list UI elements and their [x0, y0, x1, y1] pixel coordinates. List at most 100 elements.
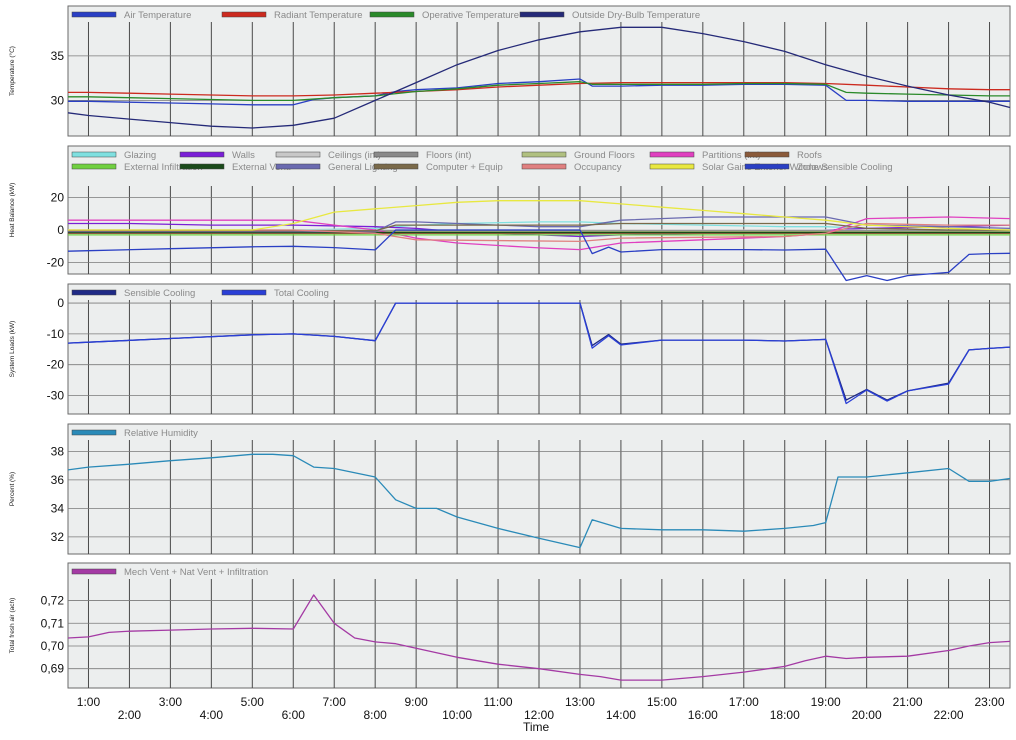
x-tick-label: 9:00: [404, 695, 428, 709]
series-line: [68, 81, 1010, 102]
legend-label: Mech Vent + Nat Vent + Infiltration: [124, 567, 268, 578]
y-tick-label: 30: [51, 93, 65, 107]
y-tick-label: 0,69: [41, 662, 65, 676]
x-tick-label: 5:00: [241, 695, 265, 709]
x-tick-label: 4:00: [200, 708, 224, 722]
series-line: [67, 594, 1011, 681]
legend-label: Computer + Equip: [426, 162, 503, 173]
legend-swatch: [71, 429, 117, 436]
legend-label: Partitions (int): [702, 150, 761, 161]
legend-label: Radiant Temperature: [274, 10, 363, 21]
legend-label: External Infiltration: [124, 162, 203, 173]
y-tick-label: 0,70: [41, 639, 65, 653]
series-line: [67, 229, 1011, 282]
legend-swatch: [519, 11, 565, 18]
y-tick-label: 0,71: [41, 616, 65, 630]
x-tick-label: 20:00: [852, 708, 882, 722]
y-tick-label: 0: [57, 296, 64, 310]
y-tick-label: 0,72: [41, 594, 65, 608]
legend-swatch: [221, 11, 267, 18]
legend-label: Operative Temperature: [422, 10, 519, 21]
y-tick-label: 36: [51, 473, 65, 487]
panel-3: -30 -20 -10 0 System Loads (kW) Sensible Cool…: [9, 283, 1011, 415]
legend-label: Ground Floors: [574, 150, 635, 161]
y-axis-title: Temperature (°C): [8, 46, 16, 96]
x-tick-label: 23:00: [975, 695, 1005, 709]
x-tick-label: 6:00: [282, 708, 306, 722]
series-line: [67, 26, 1011, 129]
legend-swatch: [71, 568, 117, 575]
legend-swatch: [221, 289, 267, 296]
y-tick-label: 38: [51, 444, 65, 458]
x-axis: 1:00 3:00 5:00 7:00 9:00 11:00 13:00 15:00 17:00…: [77, 695, 1005, 722]
y-tick-label: -20: [47, 358, 65, 372]
y-tick-label: -10: [47, 327, 65, 341]
y-axis-title: System Loads (kW): [9, 321, 16, 378]
y-tick-label: 20: [51, 190, 65, 204]
series-line: [68, 216, 1011, 251]
y-tick-label: 32: [51, 530, 65, 544]
panel-5: 0,69 0,70 0,71 0,72 Total fresh air (ach) Mec…: [9, 562, 1011, 689]
series-line: [68, 200, 1011, 231]
legend-swatch: [744, 151, 790, 158]
x-tick-label: 18:00: [770, 708, 800, 722]
legend-swatch: [521, 151, 567, 158]
series-line: [67, 302, 1011, 405]
legend-label: External Vent.: [232, 162, 291, 173]
x-tick-label: 17:00: [729, 695, 759, 709]
x-tick-label: 11:00: [483, 695, 512, 709]
legend-label: Glazing: [124, 150, 156, 161]
legend-swatch: [179, 151, 225, 158]
x-tick-label: 15:00: [647, 695, 677, 709]
series-line: [67, 453, 1011, 549]
x-tick-label: 14:00: [606, 708, 636, 722]
panel-2: -20 0 20 Heat Balance (kW) Glazing Walls Ceili…: [9, 145, 1011, 282]
legend-swatch: [71, 151, 117, 158]
panel-4: 32 34 36 38 Percent (%) Relative Humidity: [9, 423, 1011, 555]
legend-label: Air Temperature: [124, 10, 191, 21]
x-tick-label: 3:00: [159, 695, 183, 709]
legend-swatch: [275, 151, 321, 158]
x-tick-label: 13:00: [565, 695, 595, 709]
x-tick-label: 7:00: [323, 695, 347, 709]
x-tick-label: 22:00: [934, 708, 964, 722]
series-line: [68, 222, 1010, 243]
x-tick-label: 21:00: [893, 695, 923, 709]
x-tick-label: 19:00: [811, 695, 841, 709]
legend-label: Floors (int): [426, 150, 471, 161]
x-tick-label: 1:00: [77, 695, 101, 709]
legend-label: Outside Dry-Bulb Temperature: [572, 10, 700, 21]
legend-swatch: [744, 163, 790, 170]
y-tick-label: -20: [47, 256, 65, 270]
legend-swatch: [649, 151, 695, 158]
panel-1: 30 35 Temperature (°C) Air Temperature Radia…: [8, 5, 1011, 137]
y-tick-label: 0: [57, 223, 64, 237]
x-tick-label: 16:00: [688, 708, 718, 722]
legend-label: Roofs: [797, 150, 822, 161]
x-axis-title: Time: [523, 720, 550, 734]
series-line: [68, 222, 1010, 232]
legend-swatch: [275, 163, 321, 170]
legend-label: Relative Humidity: [124, 428, 198, 439]
x-tick-label: 10:00: [442, 708, 472, 722]
legend-swatch: [71, 163, 117, 170]
x-tick-label: 2:00: [118, 708, 142, 722]
legend-label: Sensible Cooling: [124, 288, 195, 299]
legend-swatch: [649, 163, 695, 170]
y-axis-title: Total fresh air (ach): [9, 598, 16, 654]
legend-label: Ceilings (int): [328, 150, 381, 161]
series-line: [68, 81, 1010, 97]
y-tick-label: 35: [51, 49, 65, 63]
legend-swatch: [71, 11, 117, 18]
series-line: [68, 78, 1010, 106]
y-axis-title: Percent (%): [9, 472, 16, 506]
x-tick-label: 12:00: [524, 708, 554, 722]
legend-swatch: [373, 163, 419, 170]
legend-swatch: [521, 163, 567, 170]
legend-swatch: [179, 163, 225, 170]
y-axis-title: Heat Balance (kW): [9, 183, 16, 238]
legend-swatch: [373, 151, 419, 158]
legend-label: Total Cooling: [274, 288, 329, 299]
